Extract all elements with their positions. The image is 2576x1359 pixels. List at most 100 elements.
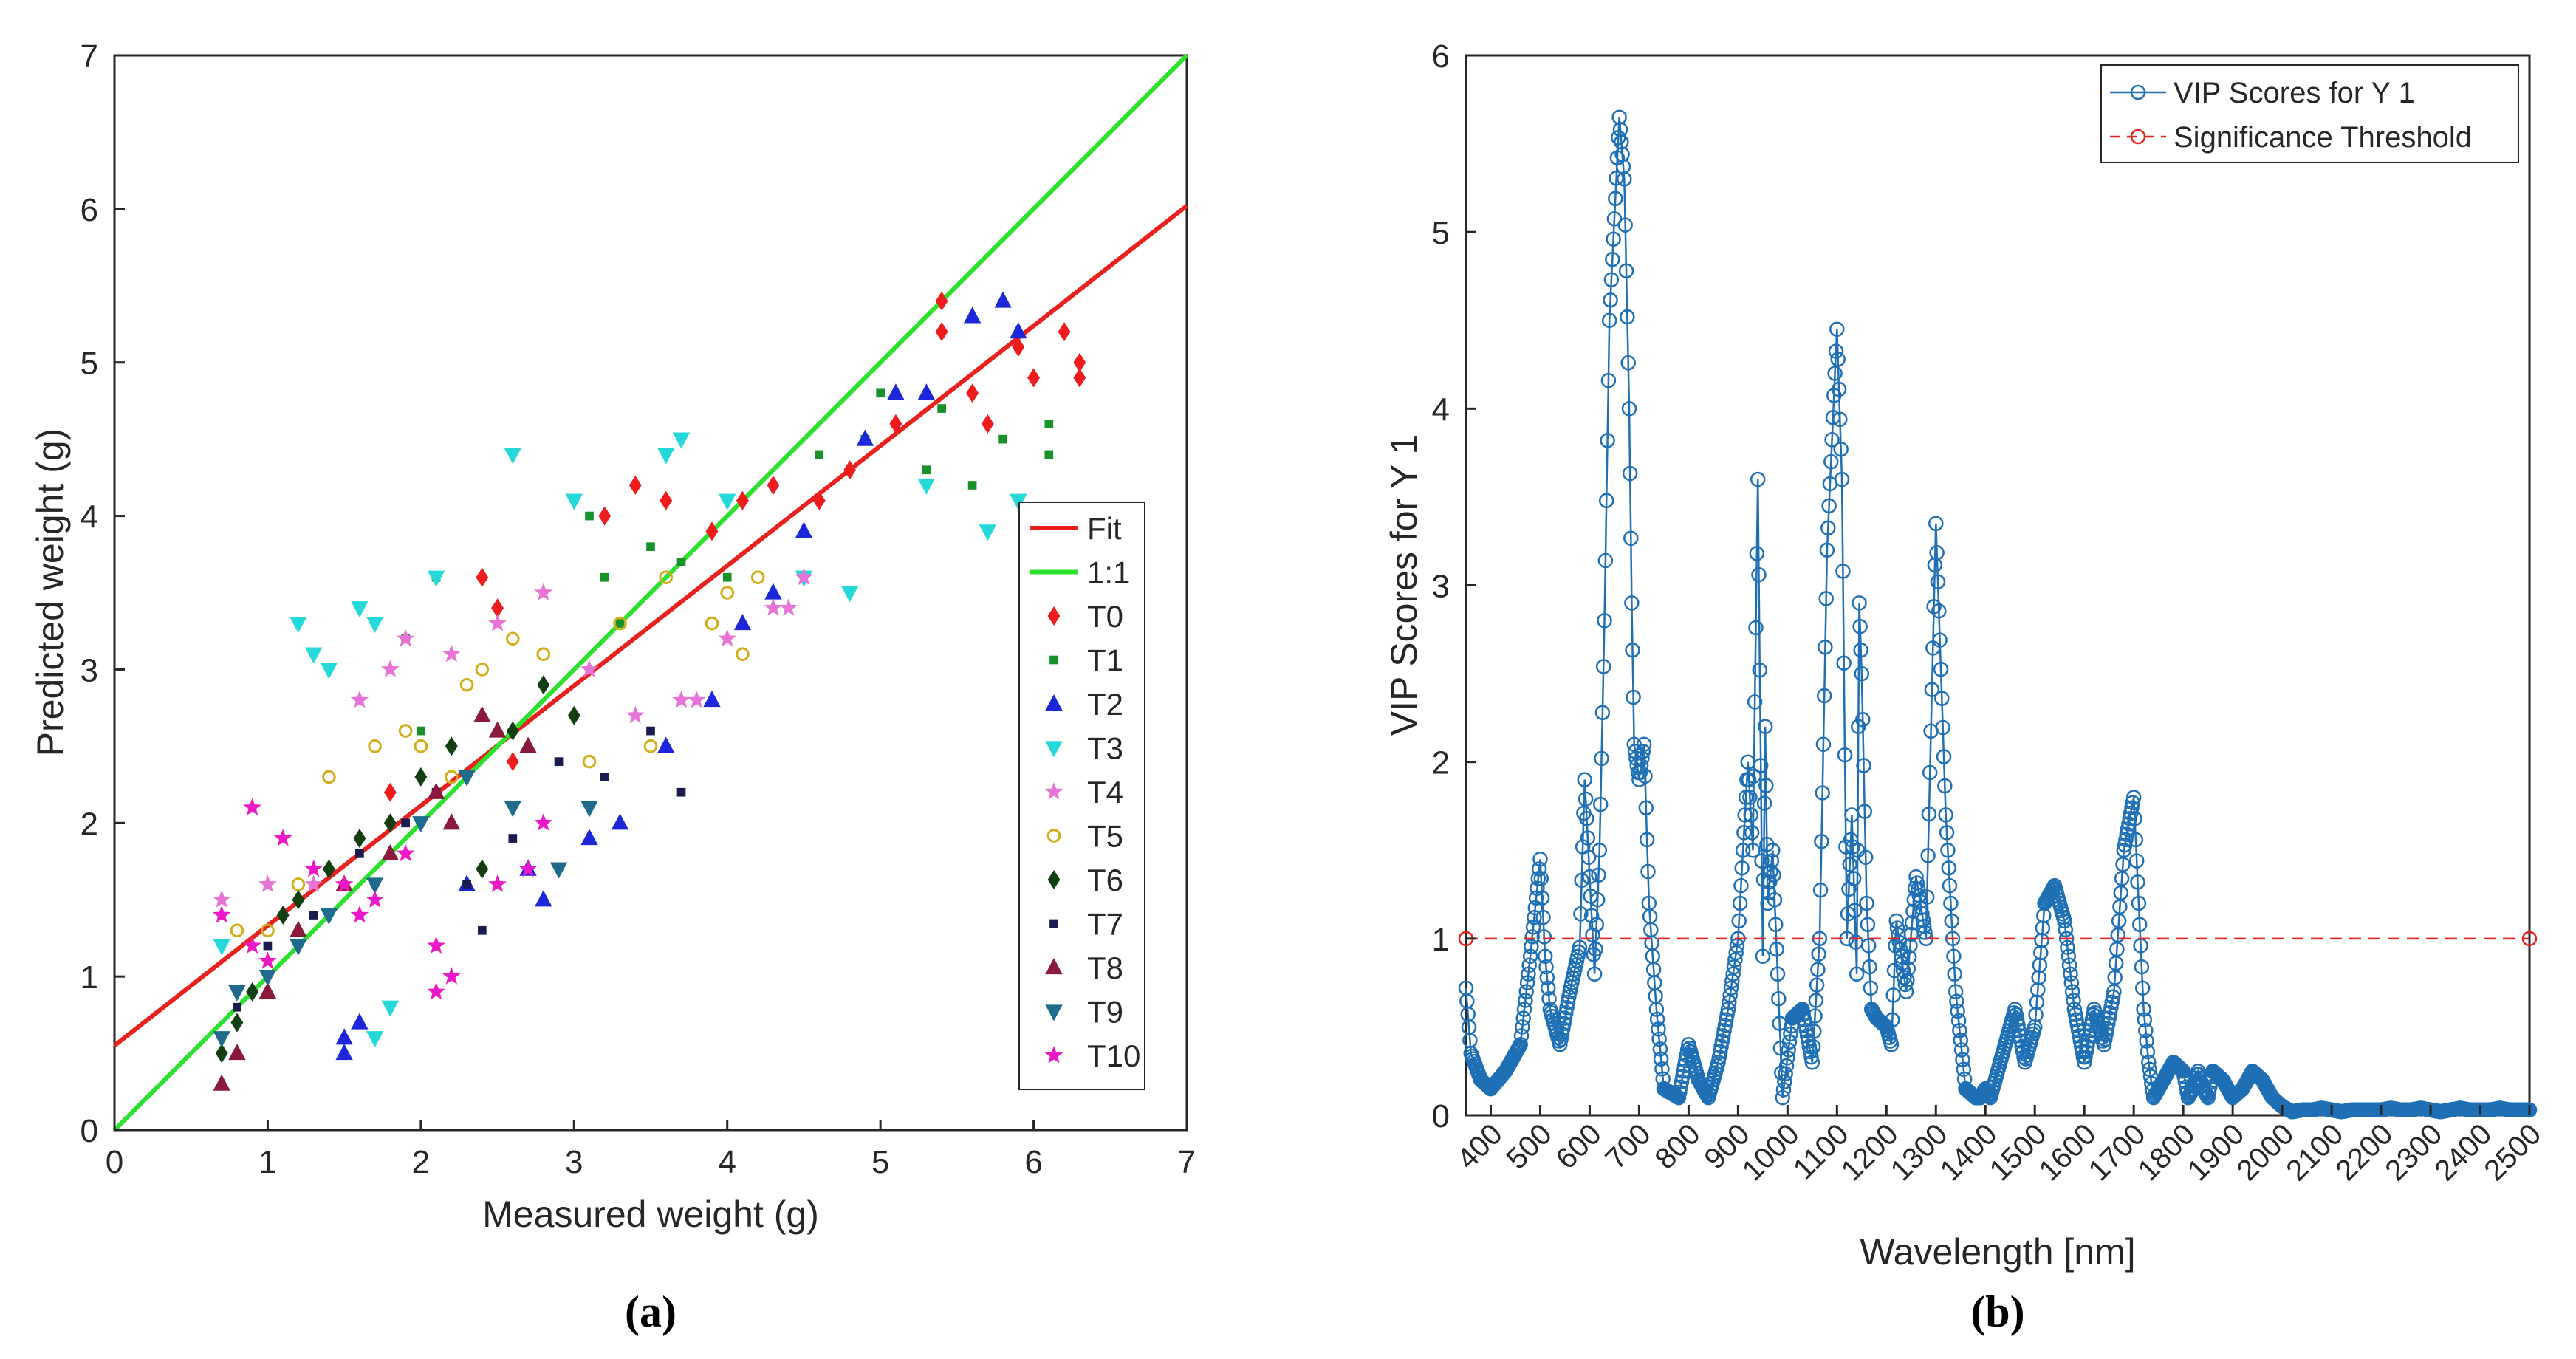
- x-tick-label: 2200: [2329, 1117, 2399, 1187]
- vip-score-point: [1931, 603, 1947, 619]
- legend-label: 1:1: [1087, 555, 1130, 590]
- vip-score-point: [1809, 977, 1825, 993]
- vip-score-point: [2120, 821, 2136, 837]
- vip-score-point: [1950, 1003, 1965, 1019]
- vip-score-point: [1540, 980, 1556, 996]
- point-t10: [396, 843, 415, 862]
- point-t10: [518, 859, 538, 877]
- point-t1: [876, 388, 885, 398]
- x-tick-label: 1500: [1984, 1117, 2053, 1187]
- x-tick-label: 2: [412, 1144, 430, 1180]
- vip-score-point: [1926, 598, 1942, 615]
- point-t3: [366, 616, 384, 634]
- point-t4: [212, 890, 231, 908]
- vip-score-point: [1932, 632, 1948, 648]
- vip-score-point: [2201, 1084, 2217, 1100]
- vip-score-point: [1940, 843, 1956, 858]
- point-t6: [506, 721, 519, 741]
- point-t5: [613, 616, 627, 631]
- vip-score-point: [2109, 941, 2125, 957]
- point-t0: [1073, 352, 1086, 372]
- vip-score-point: [1622, 465, 1638, 482]
- plot-b-series: [1458, 109, 2538, 1120]
- point-t2: [917, 383, 936, 400]
- vip-score-point: [1588, 941, 1603, 957]
- vip-score-point: [1608, 191, 1623, 206]
- plot-a-x-label: Measured weight (g): [482, 1194, 819, 1235]
- y-tick-label: 4: [80, 499, 98, 535]
- x-tick-label: 1800: [2131, 1117, 2201, 1187]
- point-t4: [687, 691, 706, 708]
- point-t6: [414, 767, 428, 787]
- legend-marker-t10: [1044, 1046, 1063, 1064]
- vip-score-point: [1820, 520, 1836, 536]
- vip-score-point: [1807, 1008, 1823, 1024]
- vip-score-point: [1744, 825, 1760, 841]
- vip-score-point: [1943, 895, 1959, 911]
- vip-score-point: [1816, 688, 1832, 704]
- vip-score-point: [1634, 750, 1650, 767]
- vip-score-point: [1883, 1037, 1900, 1052]
- vip-score-point: [1606, 231, 1621, 247]
- y-tick-label: 2: [1432, 745, 1450, 781]
- vip-score-point: [2011, 1022, 2027, 1038]
- vip-score-point: [1775, 1089, 1790, 1106]
- legend-label: Fit: [1087, 511, 1122, 546]
- vip-score-point: [1778, 1058, 1795, 1074]
- vip-score-point: [1917, 925, 1933, 940]
- vip-score-point: [1815, 736, 1832, 753]
- legend-label: T6: [1087, 863, 1123, 897]
- point-t7: [401, 818, 410, 828]
- legend-marker: [2130, 129, 2146, 145]
- vip-score-point: [2118, 832, 2134, 848]
- point-t9: [290, 939, 307, 956]
- vip-score-point: [1555, 1021, 1571, 1037]
- vip-score-point: [1796, 1012, 1812, 1028]
- vip-score-point: [2128, 853, 2145, 869]
- vip-score-point: [1589, 917, 1605, 932]
- y-tick-label: 0: [80, 1113, 98, 1149]
- vip-score-point: [1605, 251, 1620, 267]
- vip-score-point: [1862, 959, 1877, 975]
- point-t3: [840, 586, 859, 603]
- vip-score-point: [1582, 869, 1597, 885]
- vip-score-point: [1725, 966, 1741, 982]
- point-t0: [660, 490, 673, 510]
- vip-score-point: [1921, 806, 1937, 822]
- vip-score-point: [1553, 1031, 1569, 1047]
- panel-b-line-chart: 4005006007008009001000110012001300140015…: [1383, 38, 2547, 1336]
- plot-b-x-label: Wavelength [nm]: [1860, 1231, 2135, 1273]
- x-tick-label: 2500: [2478, 1117, 2547, 1187]
- legend-marker-t0: [1047, 606, 1061, 626]
- vip-score-point: [1763, 863, 1778, 880]
- legend-marker-t5: [1046, 829, 1061, 843]
- vip-score-point: [1898, 984, 1914, 999]
- vip-score-point: [2098, 1026, 2114, 1042]
- point-t6: [246, 982, 259, 1002]
- point-t2: [764, 583, 782, 600]
- vip-score-point: [1956, 1061, 1972, 1078]
- point-t6: [276, 906, 290, 925]
- vip-score-point: [2061, 948, 2077, 965]
- legend-marker: [2130, 84, 2146, 100]
- point-t5: [506, 631, 520, 646]
- point-t2: [856, 429, 874, 446]
- vip-score-point: [1648, 1002, 1665, 1017]
- point-t0: [476, 567, 489, 587]
- point-t4: [779, 598, 798, 616]
- vip-score-point: [1573, 906, 1589, 922]
- vip-score-point: [1846, 871, 1862, 886]
- point-t4: [626, 705, 645, 724]
- vip-score-point: [1753, 758, 1769, 773]
- vip-score-point: [1769, 941, 1784, 957]
- point-t0: [628, 476, 642, 495]
- vip-score-point: [1653, 1051, 1669, 1067]
- point-t10: [212, 906, 231, 923]
- legend-label: Significance Threshold: [2174, 121, 2472, 154]
- vip-score-point: [1955, 1052, 1970, 1067]
- vip-score-point: [1929, 545, 1945, 561]
- point-t3: [979, 524, 997, 541]
- point-t4: [350, 691, 369, 708]
- x-tick-label: 1000: [1736, 1117, 1806, 1187]
- vip-score-point: [2125, 795, 2141, 810]
